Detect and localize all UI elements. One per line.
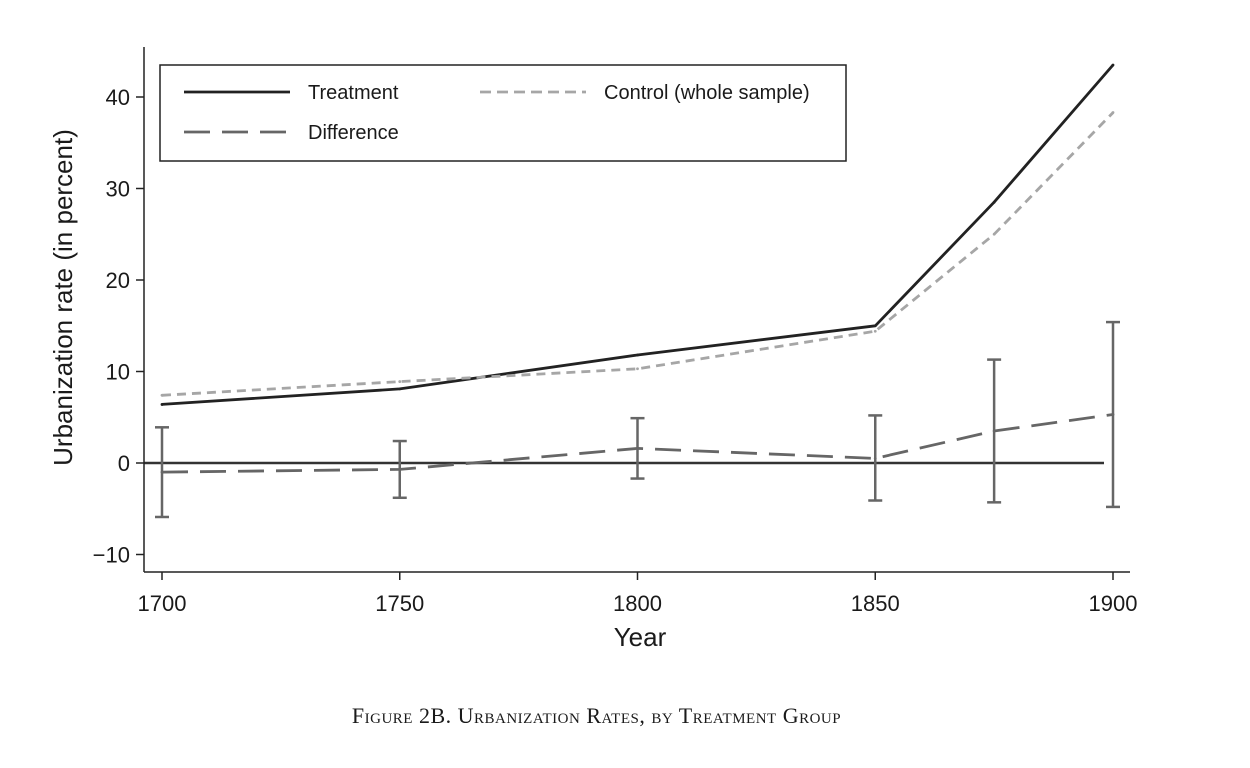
- control-whole-sample-line: [161, 111, 1115, 397]
- control-whole-sample-point: [160, 393, 164, 397]
- control-whole-sample-point: [1111, 111, 1115, 114]
- legend-label-control-whole-sample: Control (whole sample): [604, 82, 810, 104]
- control-whole-sample-point: [992, 232, 996, 236]
- difference-point: [873, 457, 877, 460]
- treatment-point: [636, 353, 639, 357]
- difference-point: [160, 470, 164, 474]
- legend-label-treatment: Treatment: [308, 82, 399, 104]
- control-whole-sample-point: [873, 329, 877, 333]
- difference-point: [1111, 413, 1115, 416]
- control-whole-sample-point: [398, 380, 402, 383]
- x-axis-title: Year: [614, 622, 667, 652]
- y-axis-title: Urbanization rate (in percent): [48, 129, 78, 466]
- figure-caption: Figure 2B. Urbanization Rates, by Treatm…: [351, 703, 842, 728]
- legend: Treatment Control (whole sample) Differenc…: [159, 64, 847, 162]
- difference-point: [398, 468, 402, 471]
- treatment-line: [161, 64, 1115, 406]
- treatment-point: [992, 200, 996, 204]
- y-tick-label: 30: [106, 177, 130, 202]
- y-tick-label: −10: [93, 543, 130, 568]
- x-tick-label: 1900: [1089, 591, 1138, 616]
- axes: −10 0 10 20 30 40 1700 1750 1800 1850 1900 Year Urba…: [48, 47, 1137, 652]
- x-tick-label: 1700: [138, 591, 187, 616]
- treatment-point: [160, 403, 164, 406]
- difference-point: [636, 446, 639, 450]
- chart: −10 0 10 20 30 40 1700 1750 1800 1850 1900 Year Urba…: [48, 47, 1137, 652]
- plot-area: [144, 63, 1120, 519]
- control-whole-sample-point: [636, 367, 639, 371]
- y-tick-label: 0: [118, 451, 130, 476]
- treatment-point: [1111, 63, 1115, 67]
- x-tick-label: 1800: [613, 591, 662, 616]
- difference-line: [161, 413, 1114, 474]
- x-tick-label: 1750: [375, 591, 424, 616]
- legend-box: [159, 64, 847, 162]
- y-tick-label: 40: [106, 85, 130, 110]
- difference-point: [992, 429, 996, 433]
- y-tick-label: 20: [106, 268, 130, 293]
- y-tick-label: 10: [106, 360, 130, 385]
- treatment-point: [873, 324, 877, 328]
- legend-label-difference: Difference: [308, 122, 399, 144]
- treatment-point: [398, 387, 402, 391]
- x-tick-label: 1850: [851, 591, 900, 616]
